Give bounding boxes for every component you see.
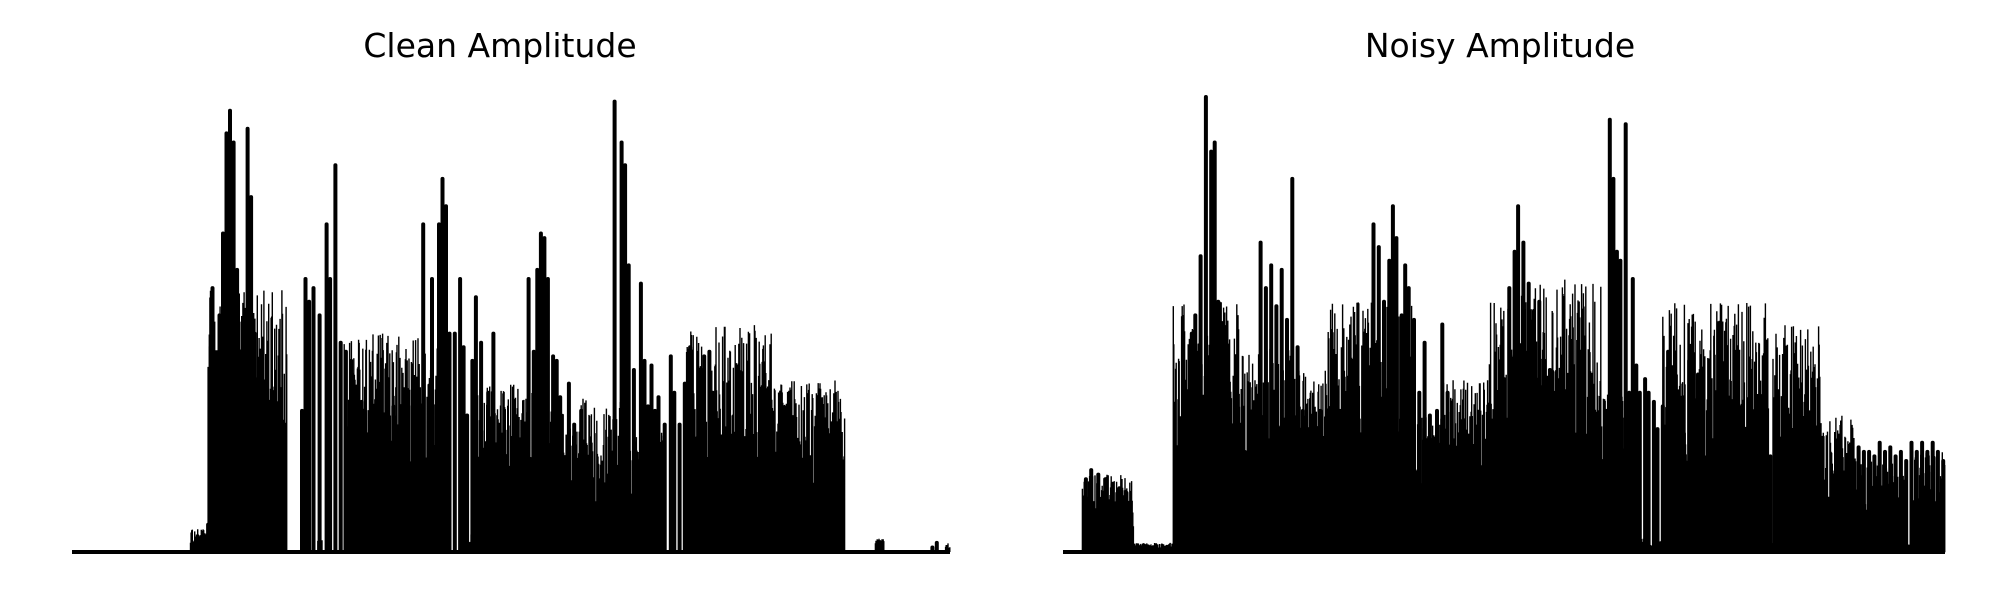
noisy-amplitude-panel: Noisy Amplitude bbox=[1000, 0, 2000, 600]
noisy-amplitude-plot bbox=[1063, 95, 1946, 554]
chart-title: Noisy Amplitude bbox=[1364, 26, 1636, 65]
clean-amplitude-plot bbox=[72, 99, 951, 554]
clean-amplitude-panel: Clean Amplitude bbox=[72, 26, 951, 554]
chart-title: Clean Amplitude bbox=[363, 26, 637, 65]
